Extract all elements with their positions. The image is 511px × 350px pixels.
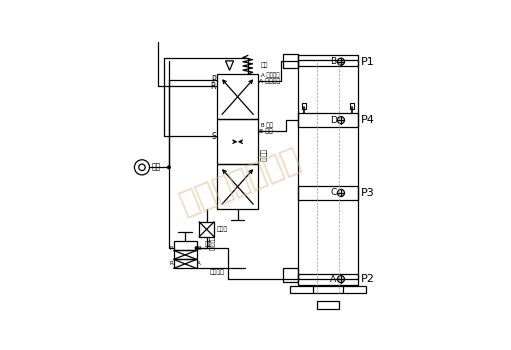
Text: P: P [212,75,216,84]
Text: R: R [211,82,216,91]
Bar [284,268,298,282]
Bar [217,119,258,164]
Text: A: A [197,261,201,266]
Text: P: P [170,246,173,251]
Circle shape [167,166,171,169]
Bar [298,55,358,66]
Text: B: B [197,246,201,251]
Text: 脚踏开关: 脚踏开关 [207,236,213,251]
Text: 慢进: 慢进 [204,241,212,247]
Text: B 截止: B 截止 [259,128,273,134]
Text: P4: P4 [361,115,375,125]
Text: B: B [330,57,336,66]
Circle shape [195,246,198,250]
Bar [217,164,258,209]
Text: D: D [330,116,337,125]
Text: A: A [330,275,336,284]
Bar [298,274,358,285]
Text: 气源: 气源 [151,163,160,172]
Bar [301,104,306,109]
Text: P1: P1 [361,57,375,66]
Bar [317,301,339,309]
Text: P2: P2 [361,274,375,284]
Text: C: C [330,188,337,197]
Bar [174,241,197,250]
Bar [298,60,358,279]
Bar [298,186,358,200]
Text: B 截止: B 截止 [261,122,272,128]
Bar [217,74,258,119]
Text: A 截止回路: A 截止回路 [259,78,281,84]
Text: 慢进回路: 慢进回路 [210,269,225,275]
Bar [284,54,298,68]
Bar [174,259,197,268]
Text: S: S [212,132,216,141]
Bar [350,104,354,109]
Text: P3: P3 [361,188,375,198]
Text: R: R [169,261,173,266]
Text: 玩客先劲液压通: 玩客先劲液压通 [176,145,305,219]
Text: 快进: 快进 [261,62,268,68]
Bar [199,222,214,237]
Bar [298,113,358,127]
Text: A 截止回路: A 截止回路 [261,73,279,78]
Text: 节速阀: 节速阀 [217,226,228,232]
Bar [290,286,366,293]
Text: 气控阀: 气控阀 [259,149,266,162]
Bar [174,250,197,259]
